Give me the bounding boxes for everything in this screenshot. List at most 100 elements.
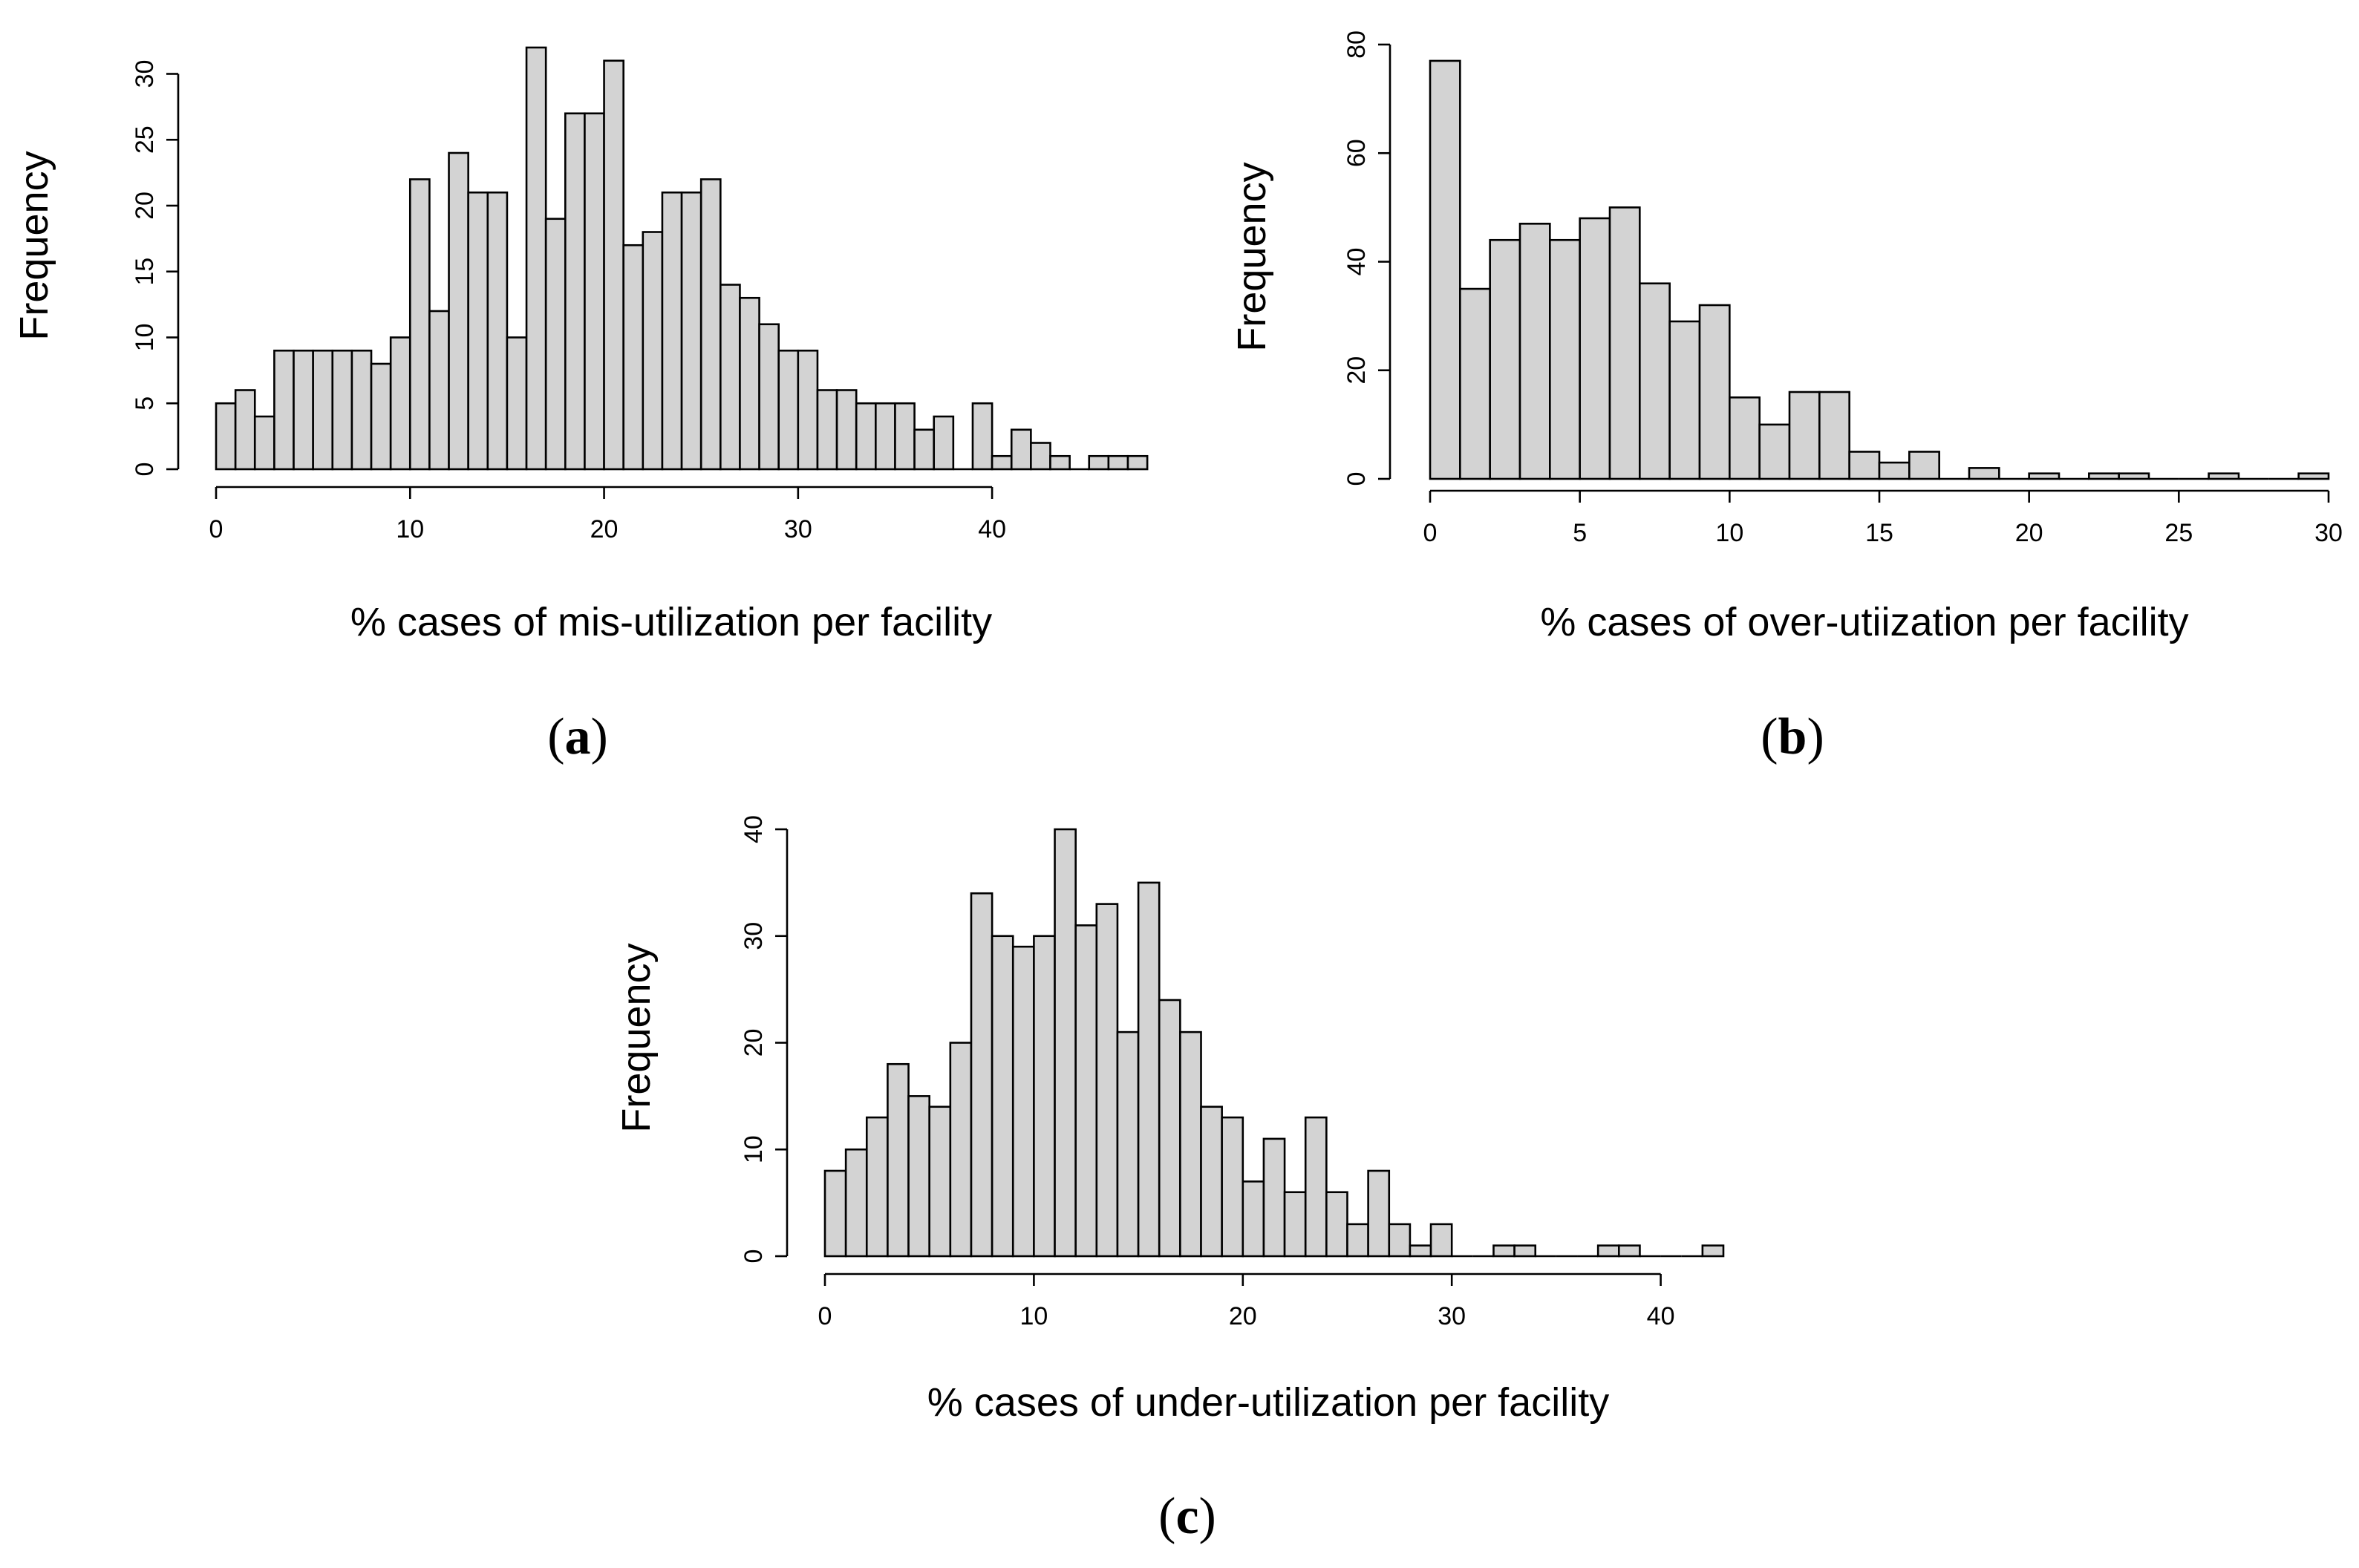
bar-b-23: [2118, 472, 2150, 480]
bars-c: [823, 828, 1725, 1258]
x-tick-label-b-4: 20: [2015, 519, 2043, 547]
bar-a-40: [991, 454, 1013, 471]
bar-b-9: [1698, 304, 1731, 480]
panel-label-a: (a): [547, 708, 608, 765]
bar-a-22: [642, 231, 664, 471]
x-tick-label-b-5: 25: [2164, 519, 2193, 547]
bar-a-42: [1030, 442, 1051, 471]
y-tick-label-c-2: 20: [740, 1029, 768, 1057]
bar-a-11: [428, 310, 450, 471]
bar-c-18: [1200, 1105, 1223, 1258]
bar-a-35: [894, 402, 916, 471]
x-tick-label-b-3: 15: [1865, 519, 1893, 547]
y-tick-label-a-0: 0: [131, 463, 159, 477]
bar-a-34: [875, 402, 896, 471]
bar-b-7: [1639, 282, 1671, 480]
panel-label-c: (c): [1158, 1488, 1216, 1545]
bar-a-29: [777, 349, 800, 471]
bar-a-8: [370, 362, 392, 471]
y-axis-title-a: Frequency: [12, 151, 56, 340]
panel-letter-c: c: [1175, 1488, 1198, 1545]
bar-b-20: [2028, 472, 2061, 480]
bar-a-45: [1088, 454, 1110, 471]
histogram-b: 0 5 10 15 20 25 30 0 20 40 60 80 % cases of over-ut…: [1230, 30, 2343, 765]
bar-c-37: [1596, 1244, 1620, 1258]
x-tick-label-a-1: 10: [396, 515, 424, 543]
bars-a: [215, 46, 1149, 471]
bar-c-11: [1054, 828, 1077, 1258]
bar-a-47: [1126, 454, 1149, 471]
bar-a-37: [933, 415, 955, 471]
bar-a-41: [1010, 428, 1032, 471]
bar-a-18: [564, 112, 586, 471]
bar-a-17: [544, 218, 567, 471]
bar-b-0: [1429, 59, 1461, 480]
axes-c: 0 10 20 30 40 0 10 20 30 40: [740, 815, 1674, 1330]
bar-a-31: [816, 389, 838, 471]
x-tick-label-b-1: 5: [1573, 519, 1587, 547]
bar-c-19: [1221, 1116, 1244, 1258]
x-tick-label-a-2: 20: [590, 515, 619, 543]
y-tick-label-c-1: 10: [740, 1135, 768, 1163]
bar-c-28: [1409, 1244, 1432, 1258]
bar-b-16: [1908, 451, 1940, 480]
bar-a-43: [1049, 454, 1071, 471]
y-tick-label-c-0: 0: [740, 1250, 768, 1264]
bar-a-25: [699, 178, 722, 471]
bar-b-1: [1459, 287, 1491, 480]
bar-a-33: [855, 402, 877, 471]
bar-c-24: [1325, 1191, 1348, 1258]
bar-c-27: [1388, 1223, 1412, 1258]
x-tick-label-a-4: 40: [978, 515, 1006, 543]
bar-a-26: [720, 284, 741, 471]
bar-a-39: [971, 402, 993, 471]
bar-b-11: [1758, 423, 1791, 480]
bar-a-4: [293, 349, 314, 471]
y-axis-title-b: Frequency: [1230, 162, 1274, 351]
y-tick-label-b-2: 40: [1342, 248, 1371, 276]
y-tick-label-b-4: 80: [1342, 30, 1371, 59]
bar-c-0: [823, 1169, 847, 1258]
bar-c-9: [1011, 945, 1035, 1258]
bar-c-4: [907, 1095, 930, 1258]
bar-c-38: [1618, 1244, 1641, 1258]
y-tick-label-a-4: 20: [131, 192, 159, 220]
bar-c-13: [1095, 903, 1119, 1258]
bar-a-1: [234, 389, 256, 471]
bar-c-42: [1701, 1244, 1725, 1258]
bar-b-18: [1968, 467, 2000, 480]
bar-c-6: [949, 1042, 973, 1258]
bar-c-33: [1513, 1244, 1537, 1258]
bar-a-9: [389, 336, 411, 471]
bar-b-5: [1579, 217, 1611, 480]
x-axis-title-b: % cases of over-utiization per facility: [1540, 600, 2188, 644]
bar-b-8: [1668, 320, 1701, 480]
bar-a-10: [408, 178, 431, 471]
bar-a-32: [835, 389, 858, 471]
bar-c-25: [1346, 1223, 1369, 1258]
bar-a-46: [1107, 454, 1129, 471]
bar-a-14: [486, 191, 509, 471]
bar-c-7: [970, 892, 993, 1258]
x-tick-label-c-0: 0: [818, 1302, 832, 1330]
bar-c-1: [844, 1148, 868, 1258]
bar-c-10: [1033, 935, 1056, 1258]
axes-b: 0 5 10 15 20 25 30 0 20 40 60 80: [1342, 30, 2343, 547]
y-tick-label-a-6: 30: [131, 60, 159, 88]
bar-c-8: [991, 935, 1014, 1258]
y-tick-label-a-5: 25: [131, 125, 159, 154]
axes-a: 0 10 20 30 40 0 5 10 15 20 25 30: [131, 60, 1006, 543]
bar-a-21: [622, 244, 645, 471]
bar-b-12: [1788, 391, 1821, 480]
bar-a-12: [448, 151, 469, 471]
bar-a-19: [584, 112, 605, 471]
bar-a-6: [331, 349, 353, 471]
bar-a-27: [739, 296, 760, 471]
bar-b-6: [1608, 206, 1641, 480]
bar-b-15: [1878, 461, 1911, 480]
bar-b-22: [2088, 472, 2120, 480]
bar-c-14: [1116, 1030, 1140, 1258]
bar-c-21: [1262, 1137, 1286, 1258]
x-tick-label-c-4: 40: [1647, 1302, 1675, 1330]
